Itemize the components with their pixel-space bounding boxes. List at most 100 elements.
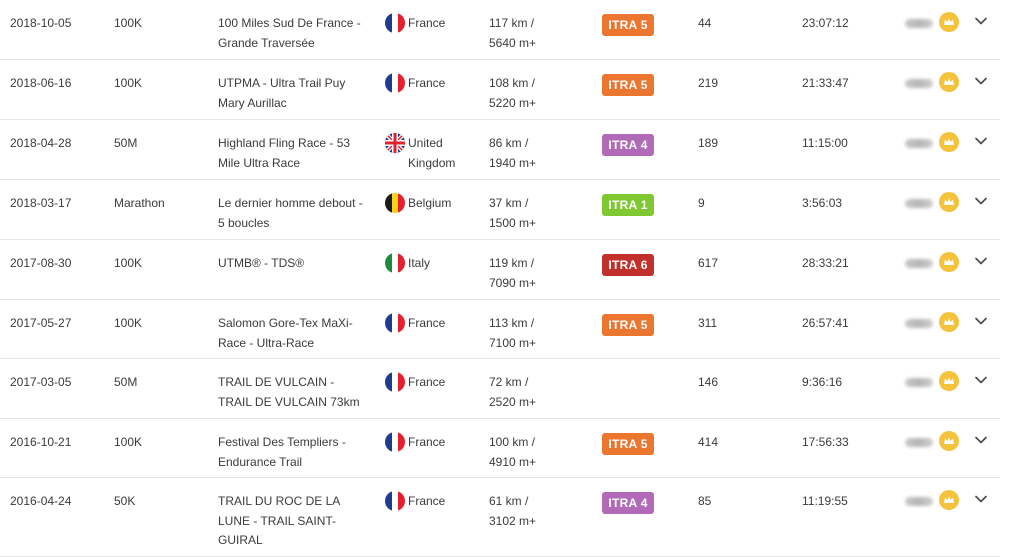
country-name: Belgium [408, 196, 452, 210]
performance-score-blurred [905, 492, 933, 513]
table-row: 2017-05-27 100K Salomon Gore-Tex MaXi-Race… [0, 300, 1000, 359]
crown-icon[interactable] [939, 192, 959, 212]
race-date: 2017-03-05 [10, 375, 72, 389]
race-km: 100 km / [489, 435, 536, 449]
race-rank: 617 [698, 256, 719, 270]
race-date: 2018-04-28 [10, 136, 72, 150]
race-distance-elevation: 108 km / 5220 m+ [489, 74, 559, 113]
race-date: 2018-06-16 [10, 76, 72, 90]
race-country: United Kingdom [385, 133, 468, 173]
blurred-value [905, 378, 933, 387]
france-flag-icon [385, 432, 405, 452]
race-elevation: 7100 m+ [489, 335, 537, 350]
crown-icon[interactable] [939, 371, 959, 391]
race-country: France [385, 432, 468, 453]
race-name[interactable]: UTMB® - TDS® [218, 256, 305, 270]
country-name: France [408, 435, 446, 449]
itra-score: ITRA 5 [602, 433, 654, 455]
race-distance-category: 100K [114, 16, 143, 30]
race-date: 2016-10-21 [10, 435, 72, 449]
chevron-down-icon[interactable] [973, 491, 989, 507]
race-rank: 414 [698, 435, 719, 449]
race-rank: 311 [698, 316, 718, 330]
race-distance-category: 50M [114, 375, 138, 389]
france-flag-icon [385, 313, 405, 333]
race-name[interactable]: Le dernier homme debout - 5 boucles [218, 196, 363, 230]
table-row: 2016-10-21 100K Festival Des Templiers - E… [0, 419, 1000, 478]
france-flag-icon [385, 491, 405, 511]
itra-badge: ITRA 4 [602, 492, 654, 514]
country-name: France [408, 494, 446, 508]
race-km: 61 km / [489, 494, 529, 508]
race-km: 37 km / [489, 196, 529, 210]
blurred-value [905, 19, 933, 28]
france-flag-icon [385, 13, 405, 33]
chevron-down-icon[interactable] [973, 73, 989, 89]
race-distance-category: 50M [114, 136, 138, 150]
race-date: 2018-03-17 [10, 196, 72, 210]
race-date: 2016-04-24 [10, 494, 72, 508]
race-name[interactable]: Festival Des Templiers - Endurance Trail [218, 435, 346, 469]
performance-score-blurred [905, 433, 933, 454]
race-elevation: 2520 m+ [489, 394, 537, 409]
table-row: 2018-06-16 100K UTPMA - Ultra Trail Puy Ma… [0, 60, 1000, 120]
race-time: 11:15:00 [802, 136, 848, 150]
blurred-value [905, 497, 933, 506]
performance-score-blurred [905, 134, 933, 155]
crown-icon[interactable] [939, 12, 959, 32]
race-rank: 44 [698, 16, 712, 30]
france-flag-icon [385, 372, 405, 392]
race-country: Italy [385, 253, 468, 274]
race-name[interactable]: 100 Miles Sud De France - Grande Travers… [218, 16, 361, 50]
race-name[interactable]: TRAIL DE VULCAIN - TRAIL DE VULCAIN 73km [218, 375, 360, 409]
crown-icon[interactable] [939, 132, 959, 152]
chevron-down-icon[interactable] [973, 432, 989, 448]
table-row: 2018-03-17 Marathon Le dernier homme debou… [0, 180, 1000, 240]
race-distance-category: 100K [114, 256, 143, 270]
race-name[interactable]: Highland Fling Race - 53 Mile Ultra Race [218, 136, 351, 170]
united-kingdom-flag-icon [385, 133, 405, 153]
chevron-down-icon[interactable] [973, 372, 989, 388]
race-km: 113 km / [489, 316, 535, 330]
race-name[interactable]: UTPMA - Ultra Trail Puy Mary Aurillac [218, 76, 346, 110]
race-elevation: 1940 m+ [489, 155, 537, 170]
race-time: 3:56:03 [802, 196, 843, 210]
table-row: 2016-04-24 50K TRAIL DU ROC DE LA LUNE - T… [0, 478, 1000, 557]
chevron-down-icon[interactable] [973, 133, 989, 149]
race-country: France [385, 491, 468, 512]
itra-score: ITRA 5 [602, 14, 654, 36]
crown-icon[interactable] [939, 312, 959, 332]
race-country: France [385, 73, 468, 94]
race-distance-elevation: 119 km / 7090 m+ [489, 254, 559, 293]
crown-icon[interactable] [939, 252, 959, 272]
chevron-down-icon[interactable] [973, 313, 989, 329]
crown-icon[interactable] [939, 72, 959, 92]
itra-badge: ITRA 4 [602, 134, 654, 156]
blurred-value [905, 199, 933, 208]
race-country: France [385, 13, 468, 34]
race-name[interactable]: TRAIL DU ROC DE LA LUNE - TRAIL SAINT-GU… [218, 494, 340, 547]
itra-score: ITRA 5 [602, 74, 654, 96]
race-time: 11:19:55 [802, 494, 848, 508]
blurred-value [905, 438, 933, 447]
crown-icon[interactable] [939, 490, 959, 510]
race-date: 2017-05-27 [10, 316, 72, 330]
chevron-down-icon[interactable] [973, 193, 989, 209]
chevron-down-icon[interactable] [973, 253, 989, 269]
race-country: France [385, 372, 468, 393]
itra-score: ITRA 4 [602, 492, 654, 514]
blurred-value [905, 139, 933, 148]
performance-score-blurred [905, 74, 933, 95]
chevron-down-icon[interactable] [973, 13, 989, 29]
crown-icon[interactable] [939, 431, 959, 451]
table-row: 2017-08-30 100K UTMB® - TDS® Italy 119 km / 7… [0, 240, 1000, 300]
race-results-table: 2018-10-05 100K 100 Miles Sud De France - … [0, 12, 1000, 557]
itra-score: ITRA 1 [602, 194, 654, 216]
race-name[interactable]: Salomon Gore-Tex MaXi-Race - Ultra-Race [218, 316, 353, 350]
race-distance-elevation: 37 km / 1500 m+ [489, 194, 559, 233]
race-time: 21:33:47 [802, 76, 849, 90]
country-name: France [408, 76, 446, 90]
race-distance-category: Marathon [114, 196, 165, 210]
race-elevation: 5640 m+ [489, 35, 537, 50]
race-elevation: 1500 m+ [489, 215, 537, 230]
